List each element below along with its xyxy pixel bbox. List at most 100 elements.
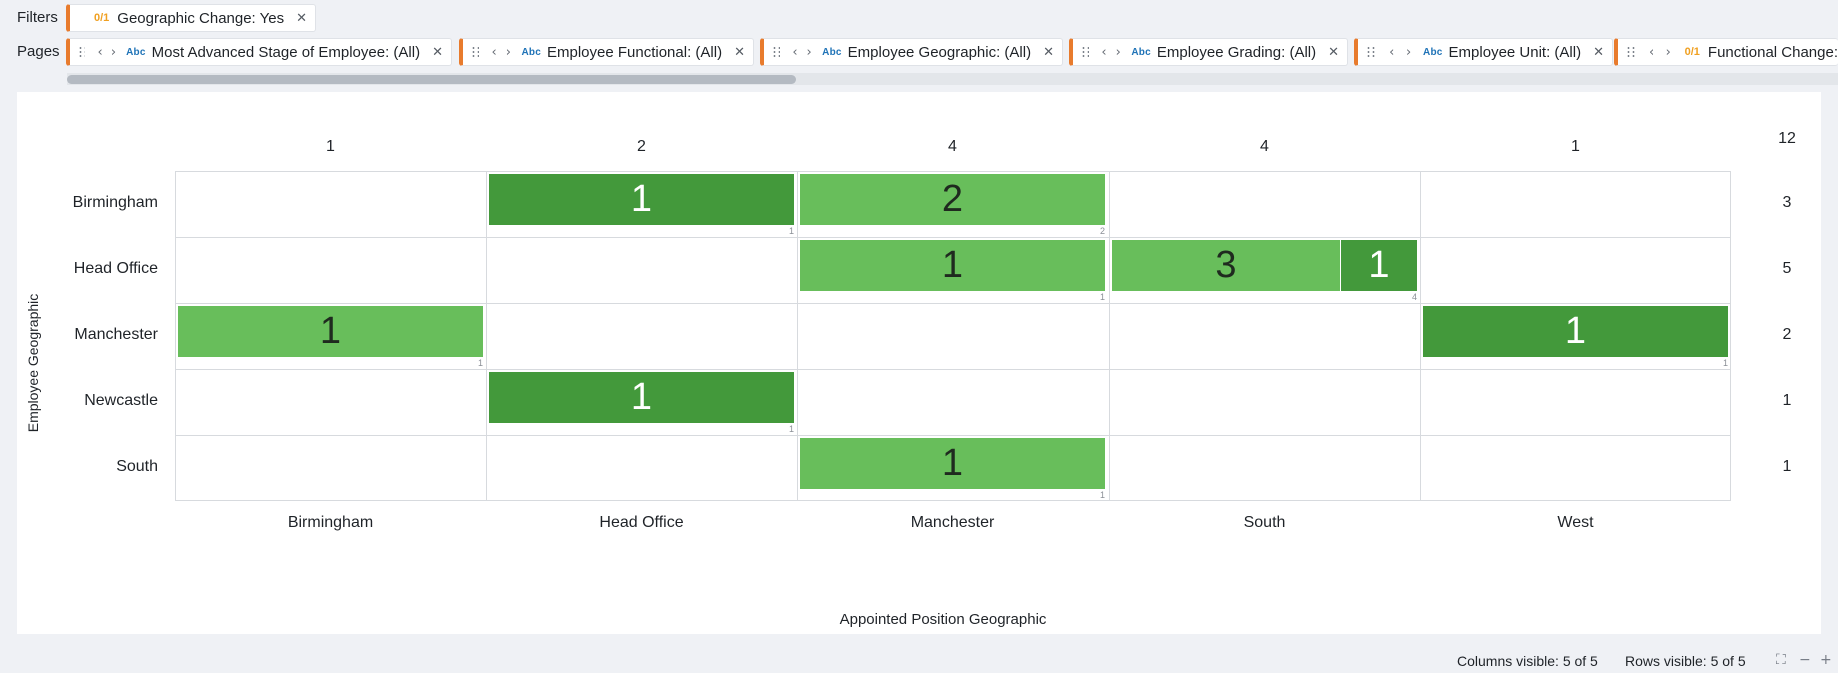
close-icon[interactable]: ✕ xyxy=(296,10,307,26)
crosstab-cell[interactable]: 1 xyxy=(1341,240,1417,291)
row-total: 2 xyxy=(1782,326,1792,343)
column-header[interactable]: West xyxy=(1557,514,1594,531)
page-pill-text: Employee Grading: (All) xyxy=(1156,43,1317,61)
close-icon[interactable]: ✕ xyxy=(432,44,443,60)
column-total: 4 xyxy=(1260,138,1269,155)
column-header[interactable]: Manchester xyxy=(910,514,995,531)
chevron-left-icon[interactable]: ‹ xyxy=(1101,44,1107,60)
chevron-right-icon[interactable]: › xyxy=(1665,44,1671,60)
chevron-left-icon[interactable]: ‹ xyxy=(1389,44,1395,60)
text-type-badge: Abc xyxy=(1131,46,1151,58)
zoom-out-icon[interactable]: − xyxy=(1799,652,1811,668)
cell-count: 1 xyxy=(788,424,794,434)
cell-count: 4 xyxy=(1411,292,1417,302)
chevron-left-icon[interactable]: ‹ xyxy=(792,44,798,60)
row-total: 1 xyxy=(1782,458,1792,475)
drag-handle-icon[interactable] xyxy=(471,46,479,58)
drag-handle-icon[interactable] xyxy=(1626,46,1636,58)
text-type-badge: Abc xyxy=(126,46,146,58)
grand-total: 12 xyxy=(1778,130,1796,147)
cell-count: 1 xyxy=(477,358,483,368)
chevron-right-icon[interactable]: › xyxy=(110,44,117,60)
text-type-badge: Abc xyxy=(822,46,842,58)
row-total: 3 xyxy=(1782,194,1792,211)
chevron-left-icon[interactable]: ‹ xyxy=(1649,44,1655,60)
cell-count: 2 xyxy=(1099,226,1105,236)
page-pill-text: Employee Geographic: (All) xyxy=(847,43,1032,61)
page-pill-employee-geographic[interactable]: ‹ › Abc Employee Geographic: (All) ✕ xyxy=(760,38,1063,66)
column-total: 2 xyxy=(637,138,646,155)
row-header[interactable]: Head Office xyxy=(73,260,158,277)
page-pill-text: Functional Change: xyxy=(1707,43,1838,61)
text-type-badge: Abc xyxy=(521,46,541,58)
grid-row-divider xyxy=(175,303,1731,304)
page-pill-employee-unit[interactable]: ‹ › Abc Employee Unit: (All) ✕ xyxy=(1354,38,1613,66)
filter-pill-geographic-change[interactable]: 0/1 Geographic Change: Yes ✕ xyxy=(66,4,316,32)
grid-frame xyxy=(175,171,1731,501)
column-header[interactable]: Head Office xyxy=(599,514,684,531)
filter-pill-text: Geographic Change: Yes xyxy=(117,9,285,27)
chevron-left-icon[interactable]: ‹ xyxy=(97,44,103,60)
filters-label: Filters xyxy=(17,9,58,26)
crosstab-cell[interactable]: 2 xyxy=(800,174,1105,225)
zoom-in-icon[interactable]: + xyxy=(1820,652,1832,668)
cell-count: 1 xyxy=(788,226,794,236)
close-icon[interactable]: ✕ xyxy=(1593,44,1604,60)
grid-row-divider xyxy=(175,369,1731,370)
grid-column-divider xyxy=(1109,171,1110,501)
crosstab-cell[interactable]: 1 xyxy=(489,372,794,423)
rows-visible-status: Rows visible: 5 of 5 xyxy=(1625,653,1746,669)
chevron-right-icon[interactable]: › xyxy=(806,44,812,60)
row-header[interactable]: Birmingham xyxy=(72,194,158,211)
page-pill-employee-grading[interactable]: ‹ › Abc Employee Grading: (All) ✕ xyxy=(1069,38,1348,66)
chevron-right-icon[interactable]: › xyxy=(1406,44,1412,60)
crosstab-cell[interactable]: 3 xyxy=(1112,240,1340,291)
page-pill-text: Most Advanced Stage of Employee: (All) xyxy=(151,43,421,61)
crosstab-cell[interactable]: 1 xyxy=(1423,306,1728,357)
drag-handle-icon[interactable] xyxy=(1081,46,1089,58)
columns-visible-status: Columns visible: 5 of 5 xyxy=(1457,653,1598,669)
page-pill-most-advanced-stage[interactable]: ‹ › Abc Most Advanced Stage of Employee:… xyxy=(66,38,452,66)
boolean-type-badge: 0/1 xyxy=(1684,46,1700,58)
chevron-right-icon[interactable]: › xyxy=(1115,44,1121,60)
drag-handle-icon[interactable] xyxy=(772,46,780,58)
grid-column-divider xyxy=(797,171,798,501)
boolean-type-badge: 0/1 xyxy=(94,12,110,24)
column-header[interactable]: Birmingham xyxy=(287,514,374,531)
text-type-badge: Abc xyxy=(1423,46,1443,58)
page-pill-text: Employee Unit: (All) xyxy=(1448,43,1582,61)
grid-row-divider xyxy=(175,435,1731,436)
page-pill-functional-change[interactable]: ‹ › 0/1 Functional Change: xyxy=(1614,38,1838,66)
close-icon[interactable]: ✕ xyxy=(1043,44,1054,60)
row-header[interactable]: Newcastle xyxy=(84,392,158,409)
drag-handle-icon[interactable] xyxy=(78,46,86,58)
y-axis-title: Employee Geographic xyxy=(25,293,41,433)
crosstab-cell[interactable]: 1 xyxy=(800,438,1105,489)
cell-count: 1 xyxy=(1099,292,1105,302)
row-header[interactable]: Manchester xyxy=(74,326,158,343)
drag-handle-icon[interactable] xyxy=(1366,46,1376,58)
column-header[interactable]: South xyxy=(1243,514,1286,531)
fullscreen-icon[interactable]: ⛶ xyxy=(1776,652,1786,668)
row-total: 1 xyxy=(1782,392,1792,409)
column-total: 4 xyxy=(948,138,957,155)
x-axis-title: Appointed Position Geographic xyxy=(839,611,1047,628)
chevron-right-icon[interactable]: › xyxy=(505,44,511,60)
column-total: 1 xyxy=(1571,138,1580,155)
chevron-left-icon[interactable]: ‹ xyxy=(491,44,497,60)
grid-row-divider xyxy=(175,237,1731,238)
crosstab-cell[interactable]: 1 xyxy=(489,174,794,225)
row-total: 5 xyxy=(1782,260,1792,277)
scrollbar-thumb[interactable] xyxy=(67,75,796,84)
close-icon[interactable]: ✕ xyxy=(1328,44,1340,60)
pages-horizontal-scrollbar[interactable] xyxy=(67,73,1838,85)
pages-label: Pages xyxy=(17,43,60,60)
grid-column-divider xyxy=(486,171,487,501)
page-pill-text: Employee Functional: (All) xyxy=(547,43,723,61)
close-icon[interactable]: ✕ xyxy=(734,44,745,60)
crosstab-cell[interactable]: 1 xyxy=(178,306,483,357)
page-pill-employee-functional[interactable]: ‹ › Abc Employee Functional: (All) ✕ xyxy=(459,38,754,66)
row-header[interactable]: South xyxy=(116,458,158,475)
cell-count: 1 xyxy=(1722,358,1728,368)
crosstab-cell[interactable]: 1 xyxy=(800,240,1105,291)
